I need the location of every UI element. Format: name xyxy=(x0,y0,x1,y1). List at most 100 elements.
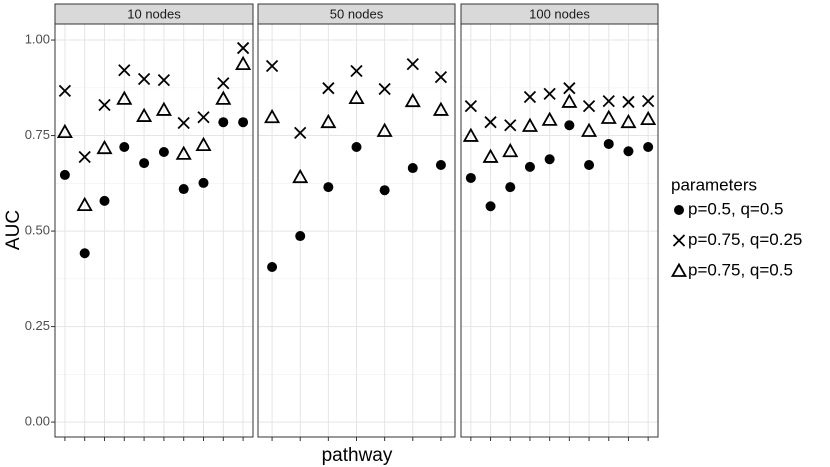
point-shape xyxy=(350,64,363,78)
point xyxy=(482,148,499,163)
point-shape xyxy=(543,87,556,101)
legend-symbol xyxy=(670,262,688,277)
point-shape xyxy=(484,116,497,129)
point-shape xyxy=(119,142,130,153)
point xyxy=(175,145,192,160)
point-shape xyxy=(175,145,192,160)
point xyxy=(620,113,637,129)
point-shape xyxy=(432,101,449,116)
point xyxy=(136,107,153,122)
legend-item: p=0.75, q=0.5 xyxy=(670,260,793,279)
legend-label: p=0.75, q=0.5 xyxy=(688,260,793,279)
point-shape xyxy=(465,172,476,183)
point-shape xyxy=(581,122,598,137)
point xyxy=(406,57,419,71)
point xyxy=(623,146,634,157)
point xyxy=(56,123,73,139)
legend-symbol xyxy=(672,234,686,247)
point xyxy=(116,90,133,105)
point xyxy=(351,142,362,153)
facet-strip xyxy=(460,3,659,25)
point xyxy=(642,95,655,108)
point-shape xyxy=(116,90,133,105)
point xyxy=(464,100,477,113)
point xyxy=(350,64,363,78)
point xyxy=(581,122,598,137)
point xyxy=(435,159,446,170)
point xyxy=(432,101,449,116)
point-shape xyxy=(155,101,172,116)
point-shape xyxy=(264,108,281,124)
panel-background xyxy=(55,24,253,437)
point xyxy=(139,158,150,169)
point xyxy=(462,127,479,142)
point-shape xyxy=(524,161,535,172)
point xyxy=(238,117,249,128)
point-shape xyxy=(376,122,393,137)
point-shape xyxy=(265,59,279,73)
point xyxy=(58,84,72,97)
point-shape xyxy=(600,109,617,124)
point-shape xyxy=(76,196,93,211)
panel-background xyxy=(461,24,658,437)
point xyxy=(502,142,519,158)
point-shape xyxy=(96,139,113,155)
point-shape xyxy=(323,182,334,193)
point-shape xyxy=(218,117,229,128)
point-shape xyxy=(99,195,110,206)
point xyxy=(98,98,111,112)
point xyxy=(217,77,230,90)
point-shape xyxy=(602,95,615,108)
point-shape xyxy=(504,119,517,132)
point-shape xyxy=(404,92,421,108)
point xyxy=(465,172,476,183)
point xyxy=(79,248,90,259)
point-shape xyxy=(521,117,538,132)
point-shape xyxy=(563,82,576,95)
legend-item: p=0.75, q=0.25 xyxy=(672,230,802,249)
point xyxy=(602,95,615,108)
point xyxy=(404,92,421,108)
point-shape xyxy=(603,138,614,149)
point-shape xyxy=(505,182,516,193)
point xyxy=(235,55,252,71)
legend-symbol-shape xyxy=(674,205,684,215)
point xyxy=(622,95,635,109)
point-shape xyxy=(215,90,232,105)
point-shape xyxy=(642,95,655,108)
point-shape xyxy=(544,154,555,165)
y-tick-label: 0.50 xyxy=(25,223,50,238)
point xyxy=(118,64,131,77)
point xyxy=(267,261,278,272)
point-shape xyxy=(348,89,365,105)
point xyxy=(407,163,418,174)
point-shape xyxy=(137,72,151,86)
point xyxy=(379,185,390,196)
point xyxy=(158,146,169,157)
point-shape xyxy=(485,201,496,212)
point-shape xyxy=(56,123,73,139)
point xyxy=(99,195,110,206)
point-shape xyxy=(620,113,637,129)
point xyxy=(564,120,575,131)
point xyxy=(96,139,113,155)
point-shape xyxy=(238,117,249,128)
point-shape xyxy=(406,57,419,71)
point xyxy=(434,70,448,84)
y-tick-label: 0.75 xyxy=(25,127,50,142)
facet-strip xyxy=(257,3,456,25)
point-shape xyxy=(541,111,558,126)
point-shape xyxy=(643,142,654,153)
point xyxy=(521,117,538,132)
point-shape xyxy=(78,150,91,164)
point-shape xyxy=(136,107,153,122)
point-shape xyxy=(435,159,446,170)
y-tick-label: 1.00 xyxy=(25,31,50,46)
point xyxy=(376,122,393,137)
point-shape xyxy=(482,148,499,163)
point-shape xyxy=(195,136,212,152)
point-shape xyxy=(320,113,337,129)
point xyxy=(76,196,93,211)
point xyxy=(178,184,189,195)
